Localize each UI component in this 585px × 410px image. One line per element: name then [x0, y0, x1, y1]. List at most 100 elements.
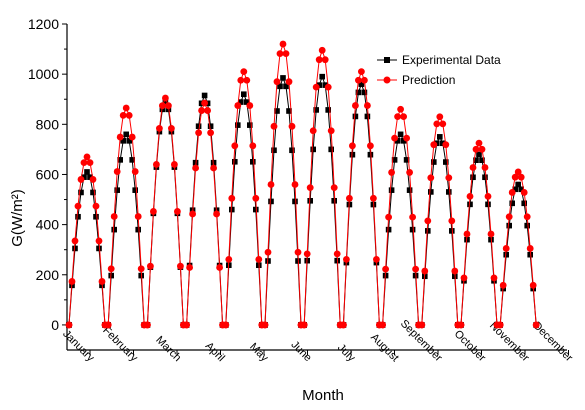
series-point-experimental: [271, 147, 277, 154]
series-point-prediction: [367, 142, 374, 150]
series-point-prediction: [150, 208, 157, 215]
series-point-prediction: [487, 230, 495, 238]
series-point-prediction: [421, 267, 429, 275]
series-point-prediction: [427, 174, 435, 182]
series-point-prediction: [406, 169, 413, 176]
series-point-experimental: [72, 245, 78, 252]
series-point-prediction: [270, 122, 278, 130]
series-point-prediction: [144, 321, 151, 329]
series-point-experimental: [328, 146, 334, 153]
series-point-prediction: [162, 94, 169, 102]
series-point-prediction: [285, 78, 293, 86]
series-point-experimental: [201, 92, 208, 99]
series-point-experimental: [367, 151, 374, 158]
legend-label-0: Experimental Data: [402, 53, 501, 67]
series-point-prediction: [333, 250, 341, 258]
series-point-experimental: [241, 91, 247, 98]
legend-marker-circle: [383, 76, 391, 84]
series-point-experimental: [135, 226, 141, 233]
series-point-experimental: [355, 89, 362, 96]
series-point-experimental: [428, 189, 434, 195]
series-point-prediction: [490, 274, 498, 282]
y-axis-title: G(W/m²): [9, 189, 26, 246]
series-point-experimental: [349, 151, 356, 158]
series-point-prediction: [523, 213, 531, 221]
series-point-prediction: [137, 265, 145, 273]
series-point-prediction: [460, 274, 468, 282]
series-point-prediction: [451, 267, 459, 275]
series-point-prediction: [189, 210, 197, 218]
series-point-experimental: [123, 131, 129, 138]
series-point-experimental: [397, 131, 404, 138]
series-point-prediction: [412, 265, 419, 273]
series-point-experimental: [406, 187, 413, 193]
series-point-experimental: [292, 198, 298, 205]
series-point-prediction: [433, 120, 441, 128]
series-point-experimental: [443, 159, 449, 165]
series-point-prediction: [116, 133, 124, 141]
series-point-experimental: [93, 213, 99, 220]
series-point-prediction: [400, 113, 407, 121]
series-point-prediction: [324, 83, 332, 91]
series-point-experimental: [126, 138, 132, 144]
series-point-experimental: [482, 174, 488, 181]
series-point-prediction: [134, 213, 142, 220]
x-tick-label: April: [203, 340, 227, 364]
series-point-experimental: [431, 159, 437, 165]
x-tick-label: November: [487, 320, 532, 365]
series-point-prediction: [131, 168, 139, 175]
series-point-prediction: [340, 321, 347, 329]
series-point-prediction: [346, 194, 353, 202]
series-point-prediction: [246, 102, 254, 109]
series-point-prediction: [252, 194, 260, 202]
series-point-prediction: [222, 321, 230, 329]
series-point-prediction: [261, 321, 269, 329]
series-point-experimental: [132, 187, 138, 193]
series-point-prediction: [65, 321, 73, 329]
series-point-prediction: [418, 321, 426, 329]
series-point-experimental: [75, 213, 81, 220]
series-point-prediction: [128, 133, 136, 141]
series-point-prediction: [168, 124, 175, 132]
series-point-prediction: [122, 104, 130, 112]
series-point-prediction: [355, 76, 362, 84]
series-point-prediction: [71, 237, 79, 245]
series-point-prediction: [327, 127, 335, 135]
series-point-prediction: [291, 181, 299, 188]
series-point-experimental: [437, 134, 443, 140]
series-point-prediction: [532, 321, 540, 329]
series-point-prediction: [358, 68, 365, 76]
y-tick-label: 400: [36, 217, 60, 233]
series-point-prediction: [424, 217, 432, 225]
series-point-prediction: [171, 161, 178, 168]
series-point-prediction: [430, 141, 438, 149]
series-point-prediction: [514, 168, 522, 176]
y-tick-label: 200: [36, 267, 60, 283]
series-point-prediction: [147, 262, 154, 270]
y-tick-label: 1000: [28, 66, 59, 82]
x-tick-label: May: [247, 341, 271, 365]
series-point-prediction: [385, 213, 392, 221]
series-point-experimental: [90, 189, 96, 196]
series-point-experimental: [509, 200, 515, 207]
series-point-prediction: [249, 142, 257, 150]
series-point-prediction: [240, 68, 248, 76]
series-point-prediction: [83, 153, 91, 161]
series-point-prediction: [303, 250, 311, 258]
series-point-prediction: [195, 129, 203, 137]
series-point-experimental: [235, 122, 241, 128]
series-point-prediction: [186, 264, 194, 271]
series-point-experimental: [506, 222, 512, 229]
series-point-prediction: [201, 99, 209, 107]
series-point-prediction: [318, 46, 326, 54]
x-tick-label: October: [452, 328, 488, 364]
series-point-prediction: [113, 168, 121, 175]
series-point-prediction: [361, 76, 368, 84]
series-point-experimental: [81, 174, 87, 180]
y-tick-label: 0: [51, 317, 59, 333]
series-point-prediction: [502, 245, 510, 252]
series-point-experimental: [87, 174, 93, 180]
series-point-prediction: [445, 174, 453, 182]
series-point-experimental: [524, 222, 530, 229]
